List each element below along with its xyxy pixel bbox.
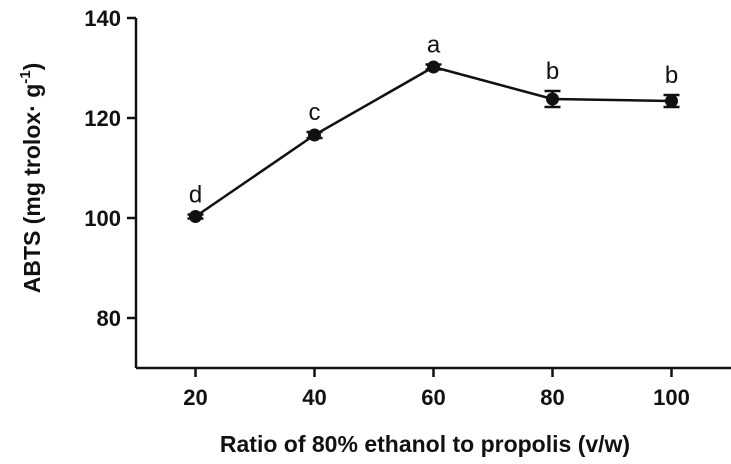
- data-point: [427, 60, 440, 74]
- y-tick-label: 140: [84, 6, 121, 31]
- x-tick-label: 40: [302, 385, 326, 410]
- significance-letter: c: [309, 99, 321, 126]
- data-point: [308, 128, 321, 142]
- tick-marks: [127, 16, 673, 377]
- annotation-layer: d c a b b: [189, 32, 678, 209]
- x-axis-title: Ratio of 80% ethanol to propolis (v/w): [220, 431, 630, 457]
- y-axis-title-superscript: -1: [17, 70, 34, 83]
- data-point: [665, 94, 678, 108]
- significance-letter: b: [546, 58, 559, 85]
- x-tick-label: 80: [540, 385, 564, 410]
- data-point: [546, 92, 559, 106]
- y-tick-label: 80: [97, 306, 121, 331]
- x-tick-label: 20: [183, 385, 207, 410]
- significance-letter: b: [665, 62, 678, 89]
- y-tick-label: 120: [84, 106, 121, 131]
- y-axis-title-prefix: ABTS (mg trolox· g: [19, 84, 45, 294]
- tick-labels: 80 100 120 140 20 40 60 80 100: [84, 6, 690, 410]
- data-point: [189, 210, 202, 223]
- y-axis-title-group: ABTS (mg trolox· g-1): [17, 63, 45, 294]
- significance-letter: d: [189, 182, 202, 209]
- y-axis-title: ABTS (mg trolox· g-1): [17, 63, 45, 294]
- y-tick-label: 100: [84, 206, 121, 231]
- significance-letter: a: [427, 32, 441, 59]
- x-tick-label: 60: [421, 385, 445, 410]
- y-axis-title-suffix: ): [19, 63, 45, 71]
- x-tick-label: 100: [653, 385, 690, 410]
- series-layer: [187, 60, 680, 223]
- series-line: [194, 65, 672, 218]
